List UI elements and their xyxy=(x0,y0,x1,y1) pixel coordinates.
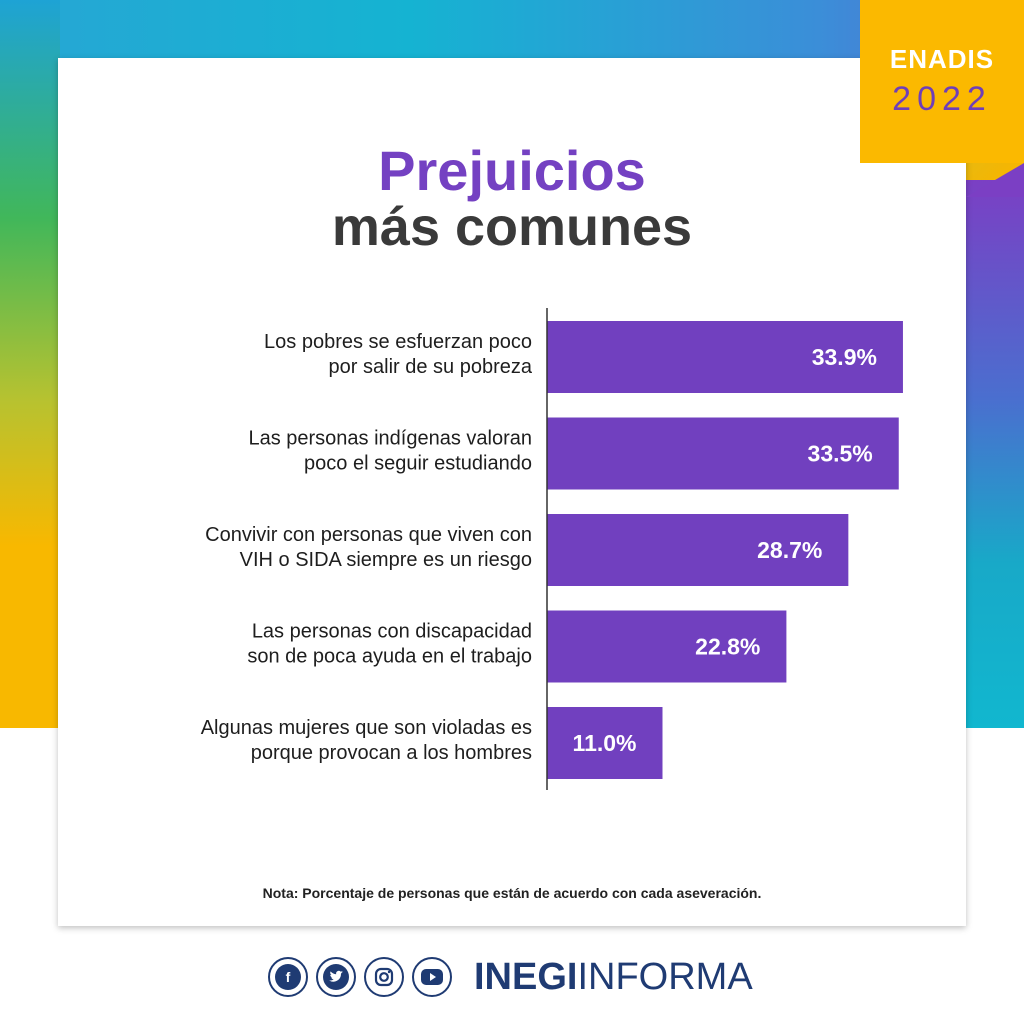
bar-value-label: 33.9% xyxy=(812,344,877,370)
bar-4 xyxy=(547,610,787,683)
bar-value-label: 28.7% xyxy=(757,537,822,563)
category-label: Algunas mujeres que son violadas es xyxy=(201,717,532,739)
category-label: poco el seguir estudiando xyxy=(304,453,532,475)
badge-corner xyxy=(966,163,1024,197)
twitter-icon[interactable] xyxy=(316,957,356,997)
category-label: Las personas indígenas valoran xyxy=(248,428,532,450)
bar-5 xyxy=(547,707,663,779)
page-title: Prejuicios xyxy=(378,139,646,202)
badge-year: 2022 xyxy=(892,80,992,118)
bar-1 xyxy=(547,321,903,393)
bar-value-label: 22.8% xyxy=(695,634,760,660)
instagram-icon[interactable] xyxy=(364,957,404,997)
youtube-icon[interactable] xyxy=(412,957,452,997)
category-label: Las personas con discapacidad xyxy=(252,621,532,643)
category-label: son de poca ayuda en el trabajo xyxy=(247,646,532,668)
bar-value-label: 11.0% xyxy=(573,730,637,756)
brand-logo: INEGIINFORMA xyxy=(474,955,753,998)
footer: f INEGIINFORMA xyxy=(268,955,753,999)
category-label: porque provocan a los hombres xyxy=(251,742,532,764)
chart-note: Nota: Porcentaje de personas que están d… xyxy=(262,885,762,901)
content-card xyxy=(58,58,966,926)
enadis-badge xyxy=(860,0,1024,163)
bar-2 xyxy=(547,417,899,490)
page-subtitle: más comunes xyxy=(331,197,693,257)
background-top-band xyxy=(0,0,1024,60)
facebook-icon[interactable]: f xyxy=(268,957,308,997)
category-label: Los pobres se esfuerzan poco xyxy=(264,331,532,353)
background-left-band xyxy=(0,0,60,728)
bar-value-label: 33.5% xyxy=(808,441,873,467)
category-label: Convivir con personas que viven con xyxy=(205,524,532,546)
category-label: por salir de su pobreza xyxy=(329,356,533,378)
category-label: VIH o SIDA siempre es un riesgo xyxy=(240,549,532,571)
bar-3 xyxy=(547,514,849,586)
badge-name: ENADIS xyxy=(889,44,995,74)
